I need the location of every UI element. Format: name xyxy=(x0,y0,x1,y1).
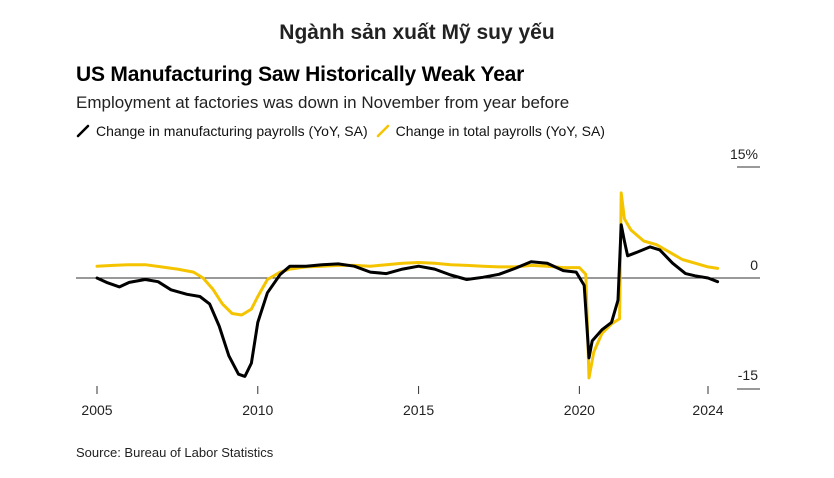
x-tick-label: 2020 xyxy=(564,402,595,418)
chart-title: US Manufacturing Saw Historically Weak Y… xyxy=(76,63,525,86)
x-tick-label: 2024 xyxy=(692,402,723,418)
series-line-manufacturing xyxy=(95,223,720,378)
series-line-total xyxy=(95,191,720,380)
x-tick-label: 2015 xyxy=(403,402,434,418)
chart-subtitle: Employment at factories was down in Nove… xyxy=(76,93,570,112)
chart-legend: Change in manufacturing payrolls (YoY, S… xyxy=(76,123,613,139)
y-tick-label: 15% xyxy=(730,146,758,162)
legend-item-manufacturing: Change in manufacturing payrolls (YoY, S… xyxy=(76,123,368,139)
series-layer xyxy=(95,191,720,380)
legend-swatch-manufacturing-icon xyxy=(76,124,90,138)
y-axis-ticks: 15% 0 -15 xyxy=(76,146,760,390)
y-tick-label: -15 xyxy=(738,367,758,383)
page-heading: Ngành sản xuất Mỹ suy yếu xyxy=(279,21,555,44)
legend-label-total: Change in total payrolls (YoY, SA) xyxy=(395,123,605,139)
chart-source: Source: Bureau of Labor Statistics xyxy=(76,445,274,460)
x-tick-label: 2005 xyxy=(81,402,112,418)
legend-label-manufacturing: Change in manufacturing payrolls (YoY, S… xyxy=(96,123,368,139)
y-tick-label: 0 xyxy=(750,257,758,273)
x-axis: 2005 2010 2015 2020 2024 xyxy=(81,386,724,418)
legend-swatch-total-icon xyxy=(376,124,389,138)
x-tick-label: 2010 xyxy=(242,402,273,418)
legend-item-total: Change in total payrolls (YoY, SA) xyxy=(376,123,605,139)
